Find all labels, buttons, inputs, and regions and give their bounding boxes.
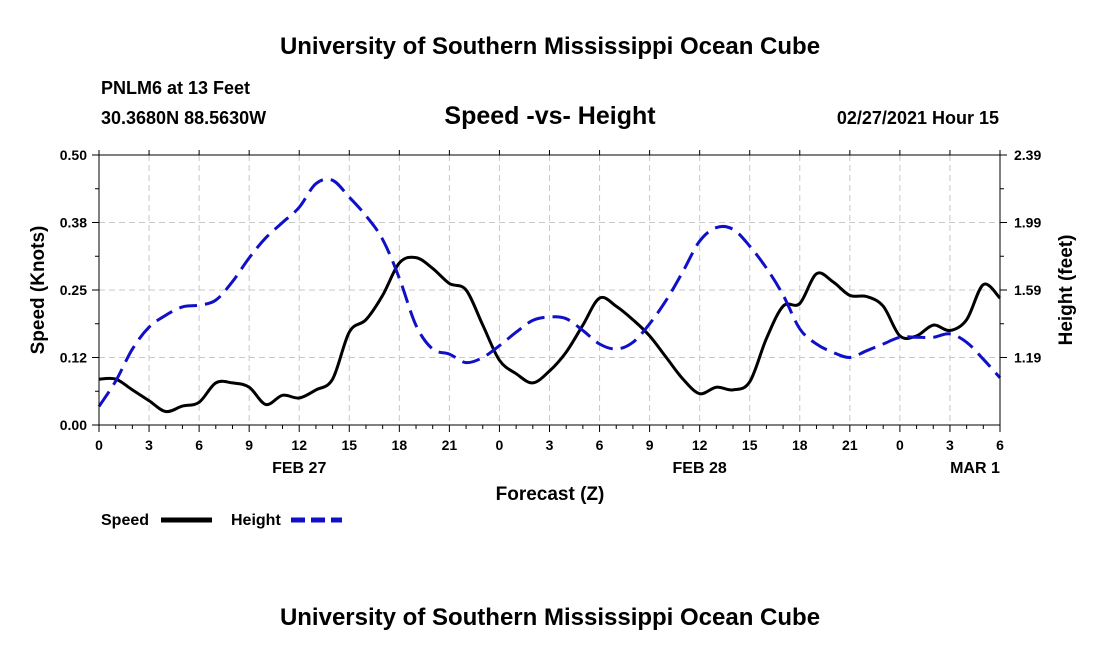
date-label: MAR 1 (950, 460, 1000, 477)
x-tick-label: 18 (792, 437, 808, 453)
axes-layer: 0 3 6 9 12 15 18 21 0 3 6 9 12 15 18 21 0 3 6 0.00 0.12 0.25 0… (60, 147, 1042, 477)
y-right-tick-label: 1.99 (1014, 215, 1041, 231)
coords-label: 30.3680N 88.5630W (101, 108, 266, 128)
date-label: FEB 28 (673, 460, 727, 477)
x-tick-label: 3 (145, 437, 153, 453)
series-line-speed (98, 255, 1002, 414)
x-tick-label: 3 (546, 437, 554, 453)
x-tick-label: 3 (946, 437, 954, 453)
x-tick-label: 15 (341, 437, 357, 453)
station-label: PNLM6 at 13 Feet (101, 78, 250, 98)
legend-speed-label: Speed (101, 512, 149, 529)
x-tick-label: 9 (245, 437, 253, 453)
x-tick-label: 0 (95, 437, 103, 453)
series-line-height (97, 177, 1002, 408)
date-label: FEB 27 (272, 460, 326, 477)
y-left-tick-label: 0.25 (60, 282, 87, 298)
x-tick-label: 6 (596, 437, 604, 453)
y-left-tick-label: 0.00 (60, 417, 87, 433)
y-left-tick-label: 0.50 (60, 147, 87, 163)
x-axis-label: Forecast (Z) (496, 484, 605, 505)
chart-title: Speed -vs- Height (444, 102, 656, 130)
y-right-tick-label: 1.59 (1014, 282, 1041, 298)
y-left-tick-label: 0.38 (60, 215, 87, 231)
y-right-tick-label: 1.19 (1014, 350, 1041, 366)
x-tick-label: 6 (996, 437, 1004, 453)
x-tick-label: 9 (646, 437, 654, 453)
legend: Speed Height (101, 512, 342, 529)
y-right-tick-label: 2.39 (1014, 147, 1041, 163)
x-tick-label: 21 (442, 437, 458, 453)
x-tick-label: 21 (842, 437, 858, 453)
x-tick-label: 12 (291, 437, 307, 453)
x-tick-label: 6 (195, 437, 203, 453)
legend-height-label: Height (231, 512, 281, 529)
x-tick-label: 15 (742, 437, 758, 453)
y-left-tick-label: 0.12 (60, 350, 87, 366)
series-layer (97, 177, 1002, 414)
page-title-bottom: University of Southern Mississippi Ocean… (280, 604, 820, 631)
x-tick-label: 18 (392, 437, 408, 453)
page-title-top: University of Southern Mississippi Ocean… (280, 33, 820, 60)
x-tick-label: 12 (692, 437, 708, 453)
y-right-axis-label: Height (feet) (1056, 235, 1077, 346)
y-left-axis-label: Speed (Knots) (28, 226, 49, 355)
x-tick-label: 0 (496, 437, 504, 453)
run-time-label: 02/27/2021 Hour 15 (837, 108, 999, 128)
x-tick-label: 0 (896, 437, 904, 453)
